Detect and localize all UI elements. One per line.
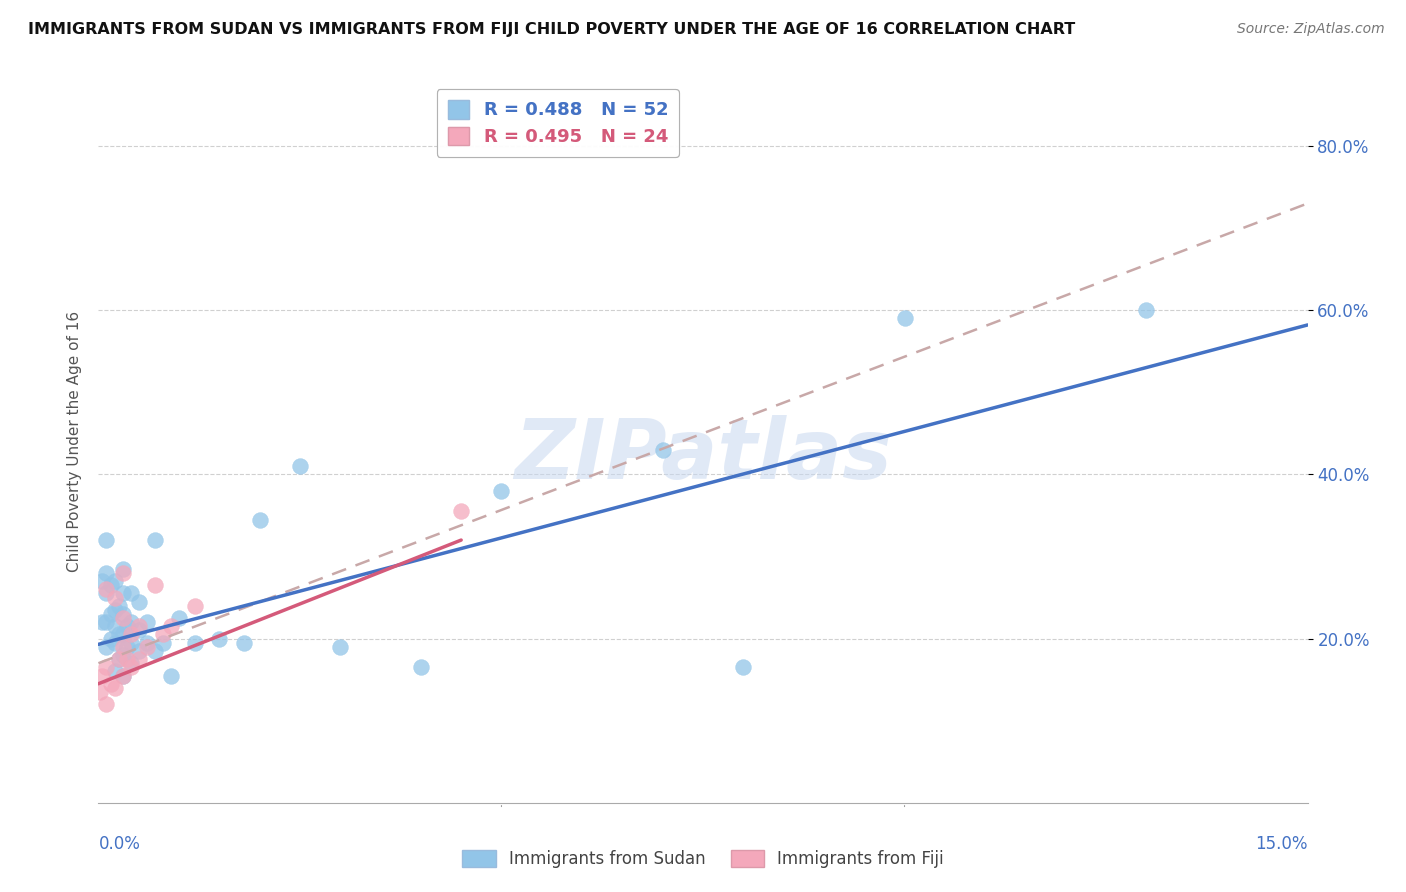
Point bbox=[107, 599, 129, 613]
Point bbox=[128, 644, 150, 658]
Point bbox=[184, 599, 207, 613]
Text: 15.0%: 15.0% bbox=[1256, 835, 1308, 854]
Point bbox=[1135, 303, 1157, 318]
Point bbox=[103, 665, 125, 679]
Point bbox=[100, 677, 122, 691]
Point bbox=[167, 611, 190, 625]
Legend: R = 0.488   N = 52, R = 0.495   N = 24: R = 0.488 N = 52, R = 0.495 N = 24 bbox=[437, 89, 679, 157]
Point bbox=[288, 459, 311, 474]
Point bbox=[893, 311, 915, 326]
Point bbox=[232, 636, 254, 650]
Point bbox=[107, 627, 129, 641]
Point bbox=[111, 566, 134, 580]
Point bbox=[143, 644, 166, 658]
Text: 0.0%: 0.0% bbox=[98, 835, 141, 854]
Point bbox=[96, 698, 118, 712]
Point bbox=[96, 660, 118, 674]
Point bbox=[111, 586, 134, 600]
Point bbox=[120, 586, 142, 600]
Text: ZIPatlas: ZIPatlas bbox=[515, 416, 891, 497]
Point bbox=[152, 627, 174, 641]
Point bbox=[184, 636, 207, 650]
Text: IMMIGRANTS FROM SUDAN VS IMMIGRANTS FROM FIJI CHILD POVERTY UNDER THE AGE OF 16 : IMMIGRANTS FROM SUDAN VS IMMIGRANTS FROM… bbox=[28, 22, 1076, 37]
Point bbox=[111, 640, 134, 654]
Point bbox=[120, 657, 142, 671]
Point bbox=[111, 627, 134, 641]
Point bbox=[128, 594, 150, 608]
Point bbox=[96, 586, 118, 600]
Point bbox=[91, 668, 114, 682]
Point bbox=[111, 611, 134, 625]
Point bbox=[103, 574, 125, 588]
Point bbox=[96, 566, 118, 580]
Point bbox=[96, 615, 118, 630]
Point bbox=[249, 512, 271, 526]
Point bbox=[120, 627, 142, 641]
Point bbox=[100, 632, 122, 646]
Point bbox=[107, 652, 129, 666]
Point bbox=[115, 652, 138, 666]
Point bbox=[491, 483, 513, 498]
Legend: Immigrants from Sudan, Immigrants from Fiji: Immigrants from Sudan, Immigrants from F… bbox=[456, 843, 950, 875]
Point bbox=[135, 640, 157, 654]
Point bbox=[120, 636, 142, 650]
Point bbox=[651, 442, 673, 457]
Point bbox=[111, 668, 134, 682]
Point bbox=[120, 615, 142, 630]
Point bbox=[103, 603, 125, 617]
Point bbox=[128, 619, 150, 633]
Point bbox=[103, 636, 125, 650]
Point bbox=[100, 578, 122, 592]
Point bbox=[111, 607, 134, 621]
Text: Source: ZipAtlas.com: Source: ZipAtlas.com bbox=[1237, 22, 1385, 37]
Point bbox=[100, 607, 122, 621]
Point bbox=[135, 636, 157, 650]
Point bbox=[103, 591, 125, 605]
Point bbox=[208, 632, 231, 646]
Point bbox=[152, 636, 174, 650]
Point bbox=[91, 615, 114, 630]
Point bbox=[733, 660, 755, 674]
Point bbox=[89, 685, 111, 699]
Point bbox=[115, 619, 138, 633]
Point bbox=[103, 619, 125, 633]
Point bbox=[409, 660, 432, 674]
Point bbox=[111, 562, 134, 576]
Point bbox=[111, 648, 134, 662]
Point bbox=[91, 574, 114, 588]
Point bbox=[329, 640, 352, 654]
Point bbox=[160, 668, 183, 682]
Point bbox=[143, 578, 166, 592]
Point bbox=[107, 652, 129, 666]
Point bbox=[111, 668, 134, 682]
Point bbox=[103, 681, 125, 695]
Point bbox=[96, 640, 118, 654]
Point bbox=[120, 660, 142, 674]
Point bbox=[96, 582, 118, 597]
Y-axis label: Child Poverty Under the Age of 16: Child Poverty Under the Age of 16 bbox=[66, 311, 82, 572]
Point bbox=[450, 504, 472, 518]
Point bbox=[115, 640, 138, 654]
Point bbox=[128, 624, 150, 638]
Point bbox=[160, 619, 183, 633]
Point bbox=[96, 533, 118, 547]
Point bbox=[128, 652, 150, 666]
Point bbox=[143, 533, 166, 547]
Point bbox=[135, 615, 157, 630]
